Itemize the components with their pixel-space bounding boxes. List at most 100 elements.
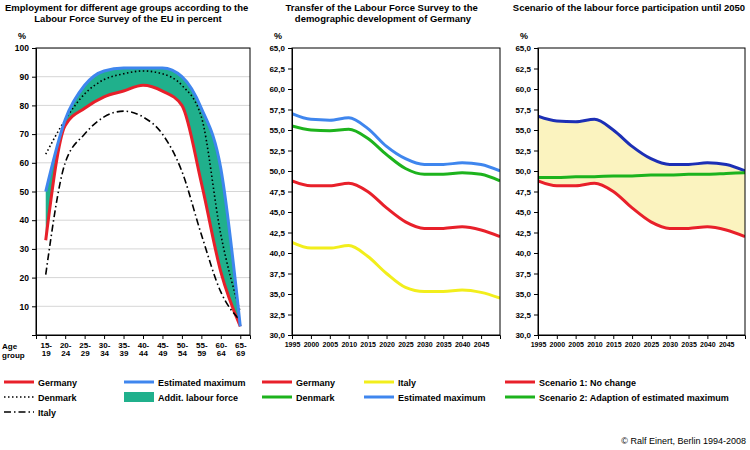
tick-mark: [104, 335, 105, 339]
plot-frame: [292, 48, 500, 335]
text-line: 25-: [79, 341, 91, 350]
grid-line: [36, 134, 250, 135]
tick-mark: [288, 253, 292, 254]
tick-mark: [32, 220, 36, 221]
tick-mark: [557, 335, 558, 339]
tick-mark: [143, 335, 144, 339]
legend-label: Germany: [38, 378, 77, 388]
tick-mark: [124, 335, 125, 339]
x-tick-label: 55-59: [196, 341, 208, 359]
tick-mark: [534, 253, 538, 254]
tick-mark: [534, 212, 538, 213]
tick-mark: [670, 335, 671, 339]
x-tick: 55-59: [196, 335, 208, 358]
y-tick: 47,5: [515, 188, 538, 197]
text-line: 64: [217, 349, 226, 358]
x-tick: 2035: [681, 335, 697, 348]
tick-mark: [689, 335, 690, 339]
y-tick-label: 55,0: [515, 126, 531, 135]
x-tick-label: 2010: [341, 341, 357, 348]
tick-mark: [240, 335, 241, 339]
tick-mark: [32, 105, 36, 106]
x-tick-label: 2040: [700, 341, 716, 348]
y-tick-label: 50,0: [515, 167, 531, 176]
y-axis-label: %: [18, 31, 26, 41]
y-tick-label: 60,0: [269, 85, 285, 94]
tick-mark: [201, 335, 202, 339]
x-tick-label: 35-39: [118, 341, 130, 359]
tick-mark: [576, 335, 577, 339]
tick-mark: [534, 335, 538, 336]
x-tick-label: 45-49: [157, 341, 169, 359]
x-tick-label: 2030: [417, 341, 433, 348]
x-tick: 2020: [625, 335, 641, 348]
legend-swatch: [364, 396, 394, 399]
tick-mark: [32, 48, 36, 49]
y-tick-label: 32,5: [269, 311, 285, 320]
y-tick-label: 37,5: [269, 270, 285, 279]
tick-mark: [632, 335, 633, 339]
chart-panel: Employment for different age groups acco…: [2, 2, 251, 418]
y-axis: 102030405060708090100: [15, 43, 37, 335]
x-tick-label: 25-29: [79, 341, 91, 359]
y-tick-label: 37,5: [515, 270, 531, 279]
x-tick: 60-64: [216, 335, 228, 358]
y-tick: 45,0: [269, 208, 292, 217]
text-line: Scenario of the labour force participati…: [513, 2, 745, 13]
y-tick: 70: [20, 129, 36, 139]
tick-mark: [387, 335, 388, 339]
y-axis: 30,032,535,037,540,042,545,047,550,052,5…: [269, 44, 292, 340]
tick-mark: [85, 335, 86, 339]
y-tick: 47,5: [269, 188, 292, 197]
grid-line: [36, 306, 250, 307]
line-series: [292, 114, 500, 171]
chart-panel: Scenario of the labour force participati…: [505, 2, 746, 403]
x-tick-label: 2045: [719, 341, 735, 348]
x-tick-label: 2015: [360, 341, 376, 348]
text-line: 50-: [177, 341, 189, 350]
y-tick-label: 100: [15, 43, 29, 53]
y-tick: 55,0: [269, 126, 292, 135]
tick-mark: [288, 294, 292, 295]
x-tick-label: 2020: [379, 341, 395, 348]
line-series: [538, 173, 745, 178]
legend-label: Denmark: [296, 393, 336, 403]
tick-mark: [462, 335, 463, 339]
y-tick-label: 35,0: [269, 290, 285, 299]
text-line: Transfer of the Labour Force Survey to t…: [286, 2, 481, 13]
x-tick: 2015: [360, 335, 376, 348]
y-tick-label: 62,5: [515, 65, 531, 74]
tick-mark: [481, 335, 482, 339]
y-tick-label: 40: [20, 215, 30, 225]
tick-mark: [288, 274, 292, 275]
line-series: [538, 116, 745, 171]
x-tick: 2010: [587, 335, 603, 348]
legend-label: Addit. labour force: [158, 393, 238, 403]
y-tick: 30,0: [269, 331, 292, 340]
tick-mark: [534, 48, 538, 49]
x-axis-label: Age group: [2, 342, 25, 360]
y-tick: 40,0: [515, 249, 538, 258]
x-tick-label: 65-69: [235, 341, 247, 359]
x-tick-label: 2005: [323, 341, 339, 348]
plot-area: [36, 48, 250, 326]
chart-title: Transfer of the Labour Force Survey to t…: [286, 2, 481, 24]
y-tick-label: 32,5: [515, 311, 531, 320]
y-tick-label: 90: [20, 72, 30, 82]
plot-area: [538, 116, 745, 237]
tick-mark: [32, 163, 36, 164]
axis-line: [539, 336, 746, 340]
tick-mark: [288, 335, 292, 336]
x-tick: 2000: [550, 335, 566, 348]
line-series: [292, 181, 500, 237]
area-series: [46, 68, 241, 326]
tick-mark: [534, 294, 538, 295]
axis-line: [288, 49, 293, 336]
tick-mark: [534, 274, 538, 275]
tick-mark: [288, 69, 292, 70]
legend-label: Estimated maximum: [158, 378, 246, 388]
x-tick-label: 2035: [436, 341, 452, 348]
y-tick: 37,5: [515, 270, 538, 279]
y-tick-label: 57,5: [269, 106, 285, 115]
x-tick: 2045: [474, 335, 490, 348]
